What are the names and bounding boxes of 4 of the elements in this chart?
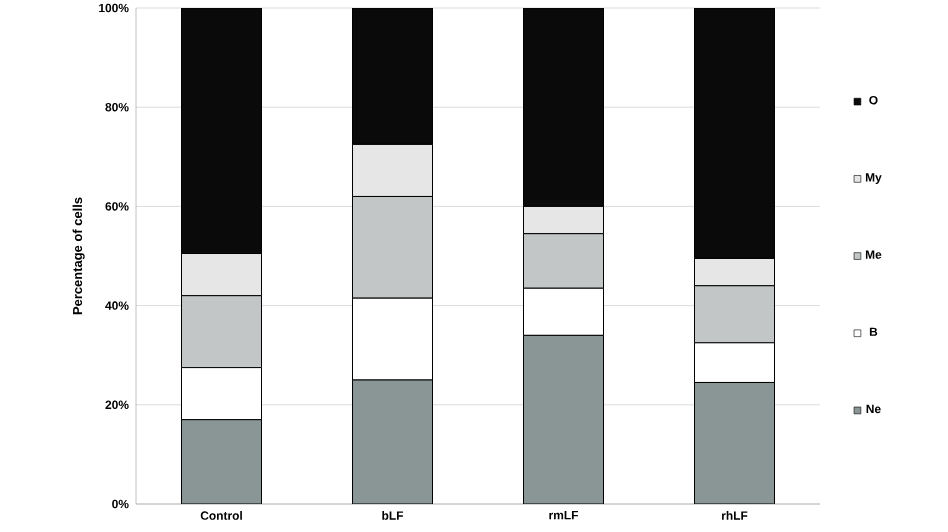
bar	[694, 381, 775, 504]
bar	[523, 334, 604, 504]
bar	[352, 379, 433, 504]
bar	[181, 419, 262, 504]
